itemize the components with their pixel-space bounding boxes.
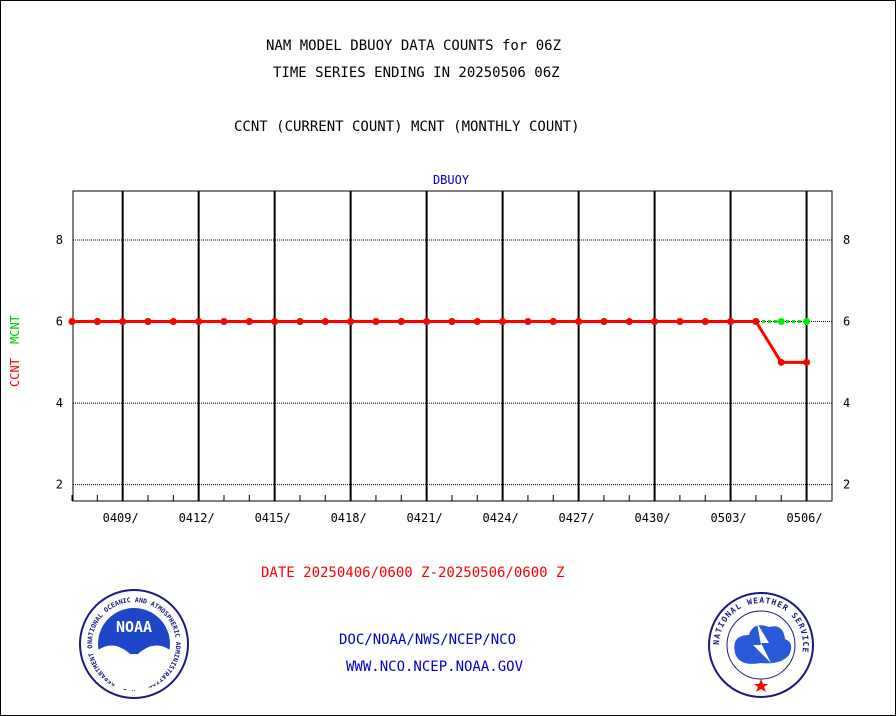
noaa-logo-text: NOAA (116, 618, 152, 636)
x-tick-labels: 0409/0412/0415/0418/0421/0424/0427/0430/… (103, 511, 823, 525)
y-tick-label: 6 (56, 315, 63, 329)
title-line-1: NAM MODEL DBUOY DATA COUNTS for 06Z (266, 38, 562, 54)
title-line-3: CCNT (CURRENT COUNT) MCNT (MONTHLY COUNT… (234, 119, 580, 135)
x-gridlines (121, 191, 808, 501)
url-line: WWW.NCO.NCEP.NOAA.GOV (346, 659, 524, 675)
y-tick-labels-right: 2 4 6 8 (843, 233, 850, 492)
y-axis-label-ccnt: CCNT (8, 358, 22, 387)
point-ccnt (473, 318, 481, 326)
point-ccnt (651, 318, 659, 326)
point-ccnt (169, 318, 177, 326)
point-ccnt (347, 318, 355, 326)
point-ccnt (499, 318, 507, 326)
point-ccnt (119, 318, 127, 326)
y-tick-label: 8 (56, 233, 63, 247)
x-tick-label: 0430/ (635, 511, 671, 525)
y-tick-label: 4 (56, 396, 63, 410)
point-ccnt (600, 318, 608, 326)
series-lines (72, 320, 807, 364)
point-ccnt (423, 318, 431, 326)
y-tick-label: 8 (843, 233, 850, 247)
point-mcnt (777, 318, 785, 326)
point-ccnt (752, 318, 760, 326)
x-tick-label: 0412/ (179, 511, 215, 525)
y-gridlines (73, 239, 832, 486)
point-ccnt (676, 318, 684, 326)
point-ccnt (93, 318, 101, 326)
plot-frame (72, 190, 833, 502)
y-tick-label: 6 (843, 315, 850, 329)
x-tick-label: 0427/ (559, 511, 595, 525)
point-ccnt (245, 318, 253, 326)
point-ccnt (144, 318, 152, 326)
point-ccnt (68, 318, 76, 326)
noaa-logo: NATIONAL OCEANIC AND ATMOSPHERIC ADMINIS… (79, 589, 189, 699)
point-mcnt (803, 318, 811, 326)
point-ccnt (625, 318, 633, 326)
point-ccnt (803, 358, 811, 366)
point-ccnt (727, 318, 735, 326)
y-tick-label: 2 (56, 478, 63, 492)
y-axis-label-mcnt: MCNT (8, 315, 22, 344)
y-tick-labels-left: 2 4 6 8 (56, 233, 63, 492)
point-ccnt (777, 358, 785, 366)
point-ccnt (372, 318, 380, 326)
point-ccnt (220, 318, 228, 326)
point-ccnt (397, 318, 405, 326)
point-ccnt (321, 318, 329, 326)
x-tick-label: 0418/ (331, 511, 367, 525)
point-ccnt (296, 318, 304, 326)
x-tick-label: 0503/ (711, 511, 747, 525)
point-ccnt (448, 318, 456, 326)
point-ccnt (524, 318, 532, 326)
axis-ticks (71, 495, 782, 501)
series-points (68, 318, 811, 366)
point-ccnt (195, 318, 203, 326)
point-ccnt (575, 318, 583, 326)
chart-title: DBUOY (433, 173, 470, 187)
point-ccnt (549, 318, 557, 326)
point-ccnt (271, 318, 279, 326)
title-line-2: TIME SERIES ENDING IN 20250506 06Z (273, 65, 560, 81)
point-ccnt (701, 318, 709, 326)
date-range: DATE 20250406/0600 Z-20250506/0600 Z (261, 565, 565, 581)
series-line-ccnt (72, 320, 807, 364)
x-tick-label: 0506/ (787, 511, 823, 525)
x-tick-label: 0415/ (255, 511, 291, 525)
x-tick-label: 0424/ (483, 511, 519, 525)
y-tick-label: 2 (843, 478, 850, 492)
nws-logo: NATIONAL WEATHER SERVICE (708, 592, 814, 698)
y-tick-label: 4 (843, 396, 850, 410)
org-line: DOC/NOAA/NWS/NCEP/NCO (339, 632, 517, 648)
x-tick-label: 0421/ (407, 511, 443, 525)
x-tick-label: 0409/ (103, 511, 139, 525)
